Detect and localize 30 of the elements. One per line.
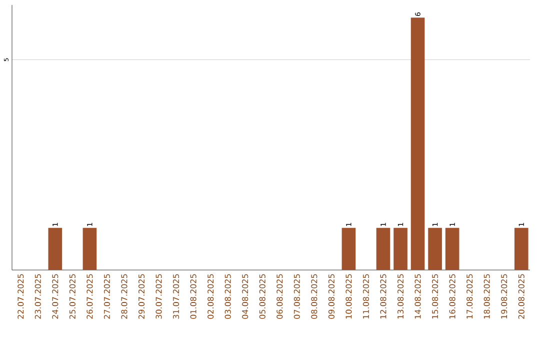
x-tick-label: 01.08.2025 xyxy=(190,274,196,319)
x-tick-label: 26.07.2025 xyxy=(86,274,93,319)
x-tick-label: 11.08.2025 xyxy=(362,274,369,318)
x-tick-label: 29.07.2025 xyxy=(138,274,145,319)
x-tick-label: 05.08.2025 xyxy=(259,274,266,319)
x-tick-label: 09.08.2025 xyxy=(328,274,334,319)
x-tick-label: 30.07.2025 xyxy=(156,274,162,319)
x-tick-label: 20.08.2025 xyxy=(518,274,524,319)
x-tick-label: 07.08.2025 xyxy=(294,274,300,319)
x-tick-label: 24.07.2025 xyxy=(52,274,58,319)
x-tick-label: 06.08.2025 xyxy=(276,274,283,319)
x-tick-label: 17.08.2025 xyxy=(466,274,473,318)
x-tick-label: 10.08.2025 xyxy=(346,274,352,318)
x-tick-label: 13.08.2025 xyxy=(397,274,404,318)
x-tick-label: 31.07.2025 xyxy=(173,274,180,319)
x-tick-label: 02.08.2025 xyxy=(208,274,214,319)
x-tick-label: 16.08.2025 xyxy=(449,274,456,318)
x-tick-label: 27.07.2025 xyxy=(104,274,110,319)
x-tick-label: 18.08.2025 xyxy=(484,274,490,318)
x-tick-label: 23.07.2025 xyxy=(34,274,41,319)
x-tick-label: 28.07.2025 xyxy=(121,274,128,319)
x-tick-label: 08.08.2025 xyxy=(311,274,318,319)
x-tick-label: 15.08.2025 xyxy=(432,274,438,318)
x-tick-label: 03.08.2025 xyxy=(224,274,231,319)
x-tick-label: 14.08.2025 xyxy=(414,274,421,318)
x-tick-label: 22.07.2025 xyxy=(18,274,24,319)
x-tick-label: 04.08.2025 xyxy=(242,274,248,319)
x-tick-label: 19.08.2025 xyxy=(501,274,508,318)
x-tick-label: 25.07.2025 xyxy=(69,274,76,319)
x-tick-label: 12.08.2025 xyxy=(380,274,386,318)
